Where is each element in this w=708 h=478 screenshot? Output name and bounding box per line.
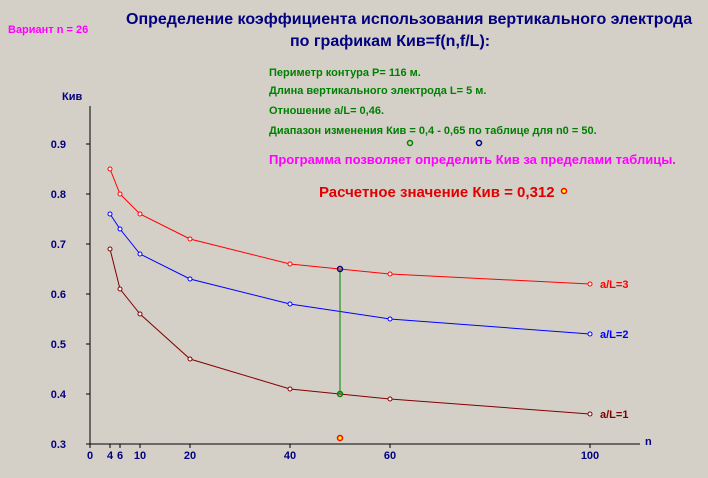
electrode-length-info: Длина вертикального электрода L= 5 м. xyxy=(269,85,487,97)
y-tick-label: 0.8 xyxy=(51,189,66,201)
perimeter-info: Периметр контура P= 116 м. xyxy=(269,67,421,79)
x-tick-label: 100 xyxy=(581,450,599,462)
program-note: Программа позволяет определить Кив за пр… xyxy=(269,152,676,167)
series-point xyxy=(137,211,143,217)
x-axis-label: n xyxy=(645,436,652,448)
series-point xyxy=(287,301,293,307)
series-point xyxy=(387,271,393,277)
series-point xyxy=(107,211,113,217)
range-high-marker xyxy=(336,265,344,273)
series-label: a/L=3 xyxy=(600,279,628,291)
series-label: a/L=1 xyxy=(600,409,628,421)
series-line-2 xyxy=(109,248,591,415)
range-info: Диапазон изменения Кив = 0,4 - 0,65 по т… xyxy=(269,125,597,137)
calc-legend-marker xyxy=(560,187,568,195)
series-line-0 xyxy=(109,168,591,285)
series-point xyxy=(587,411,593,417)
y-tick-label: 0.5 xyxy=(51,339,66,351)
series-label: a/L=2 xyxy=(600,329,628,341)
series-point xyxy=(287,261,293,267)
calc-point-marker xyxy=(336,434,344,442)
series-point xyxy=(287,386,293,392)
series-point xyxy=(187,236,193,242)
series-point xyxy=(137,251,143,257)
y-axis-label: Кив xyxy=(62,91,82,103)
x-tick-label: 0 xyxy=(87,450,93,462)
series-point xyxy=(587,281,593,287)
series-point xyxy=(137,311,143,317)
y-tick-label: 0.9 xyxy=(51,139,66,151)
variant-label: Вариант n = 26 xyxy=(8,24,89,36)
page-title-line2: по графикам Кив=f(n,f/L): xyxy=(290,33,491,50)
series-point xyxy=(117,226,123,232)
page-title-line1: Определение коэффициента использования в… xyxy=(126,11,693,28)
range-low-legend-marker xyxy=(406,139,414,147)
series-point xyxy=(117,191,123,197)
x-tick-label: 6 xyxy=(117,450,123,462)
x-tick-label: 10 xyxy=(134,450,146,462)
y-tick-label: 0.4 xyxy=(51,389,67,401)
series-line-1 xyxy=(109,213,591,335)
calc-result-label: Расчетное значение Кив = 0,312 xyxy=(319,184,555,201)
series-point xyxy=(187,356,193,362)
y-tick-label: 0.3 xyxy=(51,439,66,451)
x-tick-label: 4 xyxy=(107,450,114,462)
x-tick-label: 20 xyxy=(184,450,196,462)
series-point xyxy=(587,331,593,337)
ratio-info: Отношение a/L= 0,46. xyxy=(269,105,385,117)
series-point xyxy=(187,276,193,282)
series-point xyxy=(387,316,393,322)
series-point xyxy=(107,246,113,252)
series-point xyxy=(117,286,123,292)
y-tick-label: 0.7 xyxy=(51,239,66,251)
x-tick-label: 40 xyxy=(284,450,296,462)
range-high-legend-marker xyxy=(475,139,483,147)
y-tick-label: 0.6 xyxy=(51,289,66,301)
range-low-marker xyxy=(336,390,344,398)
series-point xyxy=(387,396,393,402)
series-point xyxy=(107,166,113,172)
x-tick-label: 60 xyxy=(384,450,396,462)
